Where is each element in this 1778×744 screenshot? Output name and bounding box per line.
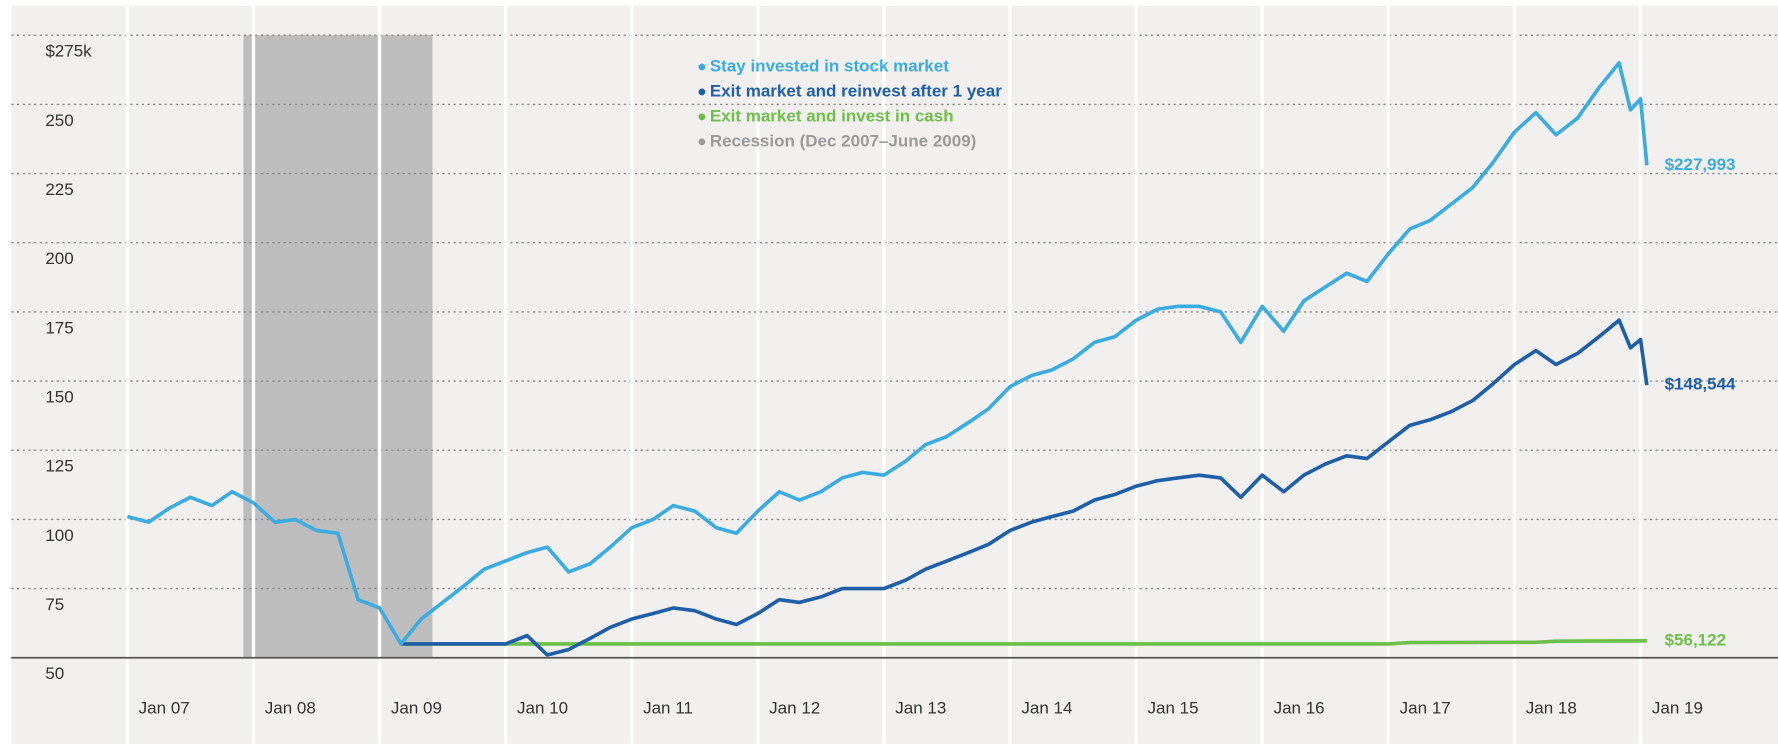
legend-marker xyxy=(698,138,706,146)
legend-label: Stay invested in stock market xyxy=(710,56,949,75)
series-line xyxy=(400,318,1649,657)
y-tick-label: 225 xyxy=(45,180,73,199)
end-value-label: $56,122 xyxy=(1665,630,1726,649)
series-line xyxy=(400,638,1647,646)
y-tick-label: $275k xyxy=(45,42,92,61)
x-tick-label: Jan 12 xyxy=(769,698,820,717)
x-tick-label: Jan 14 xyxy=(1021,698,1072,717)
y-tick-label: 100 xyxy=(45,526,73,545)
x-tick-label: Jan 07 xyxy=(139,698,190,717)
x-tick-label: Jan 11 xyxy=(643,698,693,717)
y-tick-label: 125 xyxy=(45,457,73,476)
y-tick-label: 75 xyxy=(45,595,64,614)
end-value-label: $227,993 xyxy=(1665,155,1736,174)
x-tick-label: Jan 09 xyxy=(391,698,442,717)
y-tick-label: 150 xyxy=(45,388,73,407)
legend-marker xyxy=(698,63,706,71)
recession-band xyxy=(243,35,433,658)
x-tick-label: Jan 16 xyxy=(1274,698,1325,717)
end-value-label: $148,544 xyxy=(1665,375,1736,394)
y-tick-label: 200 xyxy=(45,249,73,268)
x-tick-label: Jan 19 xyxy=(1652,698,1703,717)
legend-label: Exit market and reinvest after 1 year xyxy=(710,81,1002,100)
legend-label: Exit market and invest in cash xyxy=(710,106,954,125)
legend-marker xyxy=(698,113,706,121)
legend-label: Recession (Dec 2007–June 2009) xyxy=(710,131,977,150)
x-tick-label: Jan 10 xyxy=(517,698,568,717)
y-tick-label: 250 xyxy=(45,111,73,130)
x-tick-label: Jan 15 xyxy=(1147,698,1198,717)
x-tick-label: Jan 17 xyxy=(1400,698,1451,717)
y-tick-label: 175 xyxy=(45,318,73,337)
series-line xyxy=(126,61,1649,646)
x-tick-label: Jan 13 xyxy=(895,698,946,717)
x-tick-label: Jan 18 xyxy=(1526,698,1577,717)
legend-marker xyxy=(698,88,706,96)
x-tick-label: Jan 08 xyxy=(265,698,316,717)
y-tick-label: 50 xyxy=(45,664,64,683)
